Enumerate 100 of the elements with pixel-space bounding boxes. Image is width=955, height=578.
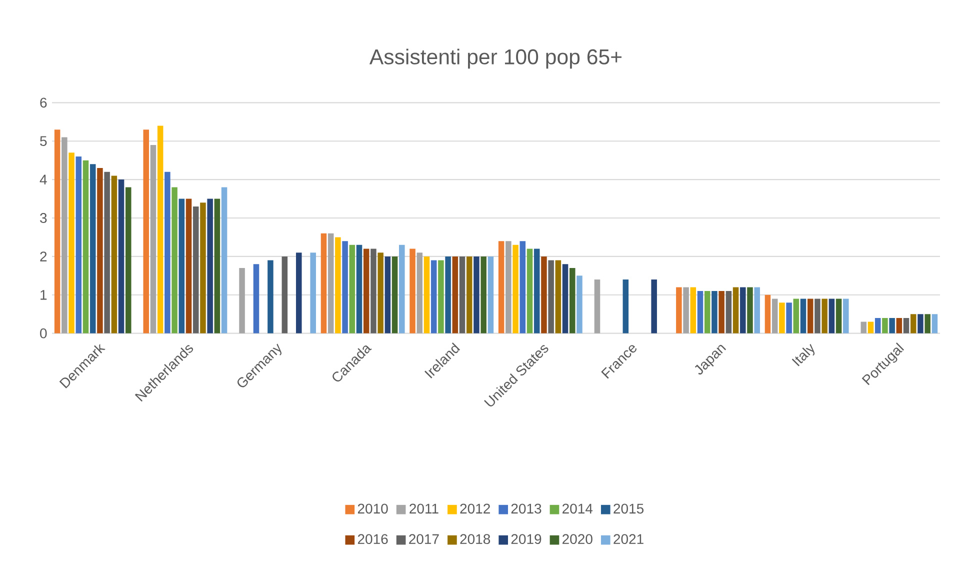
- y-tick-label: 2: [40, 252, 47, 262]
- bar: [392, 256, 398, 334]
- bar: [68, 152, 74, 334]
- bar: [740, 287, 746, 334]
- bar: [370, 248, 376, 334]
- legend-label: 2017: [409, 534, 439, 544]
- bar: [562, 264, 568, 334]
- bar: [726, 291, 732, 334]
- bar: [125, 187, 132, 334]
- bar: [924, 314, 930, 334]
- bar: [874, 318, 881, 334]
- legend-label: 2010: [358, 504, 388, 514]
- bar: [779, 302, 785, 334]
- bar: [793, 298, 800, 334]
- bar: [424, 256, 430, 334]
- bar: [807, 298, 814, 334]
- bar: [200, 202, 206, 334]
- bar: [452, 256, 458, 334]
- bar: [594, 280, 600, 334]
- bar: [97, 168, 103, 334]
- bar: [800, 298, 806, 334]
- bar: [576, 276, 582, 334]
- bar: [296, 252, 302, 334]
- bar: [541, 256, 547, 334]
- bar: [534, 248, 540, 334]
- bar: [570, 268, 576, 334]
- legend-label: 2020: [562, 534, 592, 544]
- bar: [384, 256, 391, 334]
- bar: [747, 287, 753, 334]
- bar: [828, 298, 835, 334]
- bar: [718, 291, 724, 334]
- bar: [754, 287, 760, 334]
- bar: [555, 260, 562, 334]
- bar: [76, 156, 82, 334]
- bar: [335, 237, 341, 334]
- bar: [697, 291, 704, 334]
- bar: [328, 233, 334, 334]
- bar: [918, 314, 924, 334]
- y-tick-label: 4: [40, 174, 47, 184]
- x-tick-label: Italy: [792, 344, 815, 366]
- bar: [860, 322, 867, 334]
- bar: [889, 318, 895, 334]
- bar: [90, 164, 96, 334]
- bar: [111, 176, 118, 334]
- bar: [836, 298, 842, 334]
- bar: [868, 322, 874, 334]
- bar: [438, 260, 444, 334]
- bar: [488, 256, 494, 334]
- bar: [690, 287, 696, 334]
- legend-label: 2016: [358, 534, 388, 544]
- bar: [378, 252, 384, 334]
- bar: [932, 314, 938, 334]
- bar: [786, 302, 792, 334]
- bar: [896, 318, 902, 334]
- bar: [430, 260, 437, 334]
- bar: [239, 268, 245, 334]
- bar: [268, 260, 274, 334]
- bar: [178, 198, 185, 334]
- bar: [253, 264, 260, 334]
- bar: [221, 187, 228, 334]
- legend-label: 2012: [460, 504, 490, 514]
- y-tick-label: 3: [40, 213, 47, 223]
- y-tick-label: 0: [40, 328, 47, 338]
- bar: [520, 241, 526, 334]
- bar: [62, 137, 68, 334]
- bar: [82, 160, 89, 334]
- bar: [282, 256, 288, 334]
- bar: [732, 287, 739, 334]
- bar: [843, 298, 849, 334]
- bar: [651, 280, 657, 334]
- bar: [676, 287, 682, 334]
- legend-label: 2019: [511, 534, 542, 544]
- bar: [143, 130, 150, 334]
- legend-label: 2021: [614, 534, 644, 544]
- bar: [363, 248, 370, 334]
- bar: [186, 198, 192, 334]
- bar: [54, 130, 60, 334]
- bar: [683, 287, 689, 334]
- legend-label: 2015: [614, 504, 644, 514]
- bar: [445, 256, 451, 334]
- y-tick-label: 6: [40, 98, 47, 108]
- bar: [416, 252, 423, 334]
- bar: [356, 244, 362, 334]
- bar: [310, 252, 316, 334]
- y-tick-label: 5: [40, 136, 47, 146]
- legend-label: 2018: [460, 534, 490, 544]
- bar: [512, 244, 518, 334]
- bar: [622, 280, 629, 334]
- bar: [118, 180, 124, 334]
- bar: [814, 298, 820, 334]
- bar: [882, 318, 888, 334]
- bar: [498, 241, 504, 334]
- bar: [104, 172, 110, 334]
- bar: [207, 198, 213, 334]
- bar: [214, 198, 220, 334]
- bar: [822, 298, 828, 334]
- bar: [410, 248, 416, 334]
- bar: [399, 244, 405, 334]
- bar: [506, 241, 512, 334]
- bar: [712, 291, 718, 334]
